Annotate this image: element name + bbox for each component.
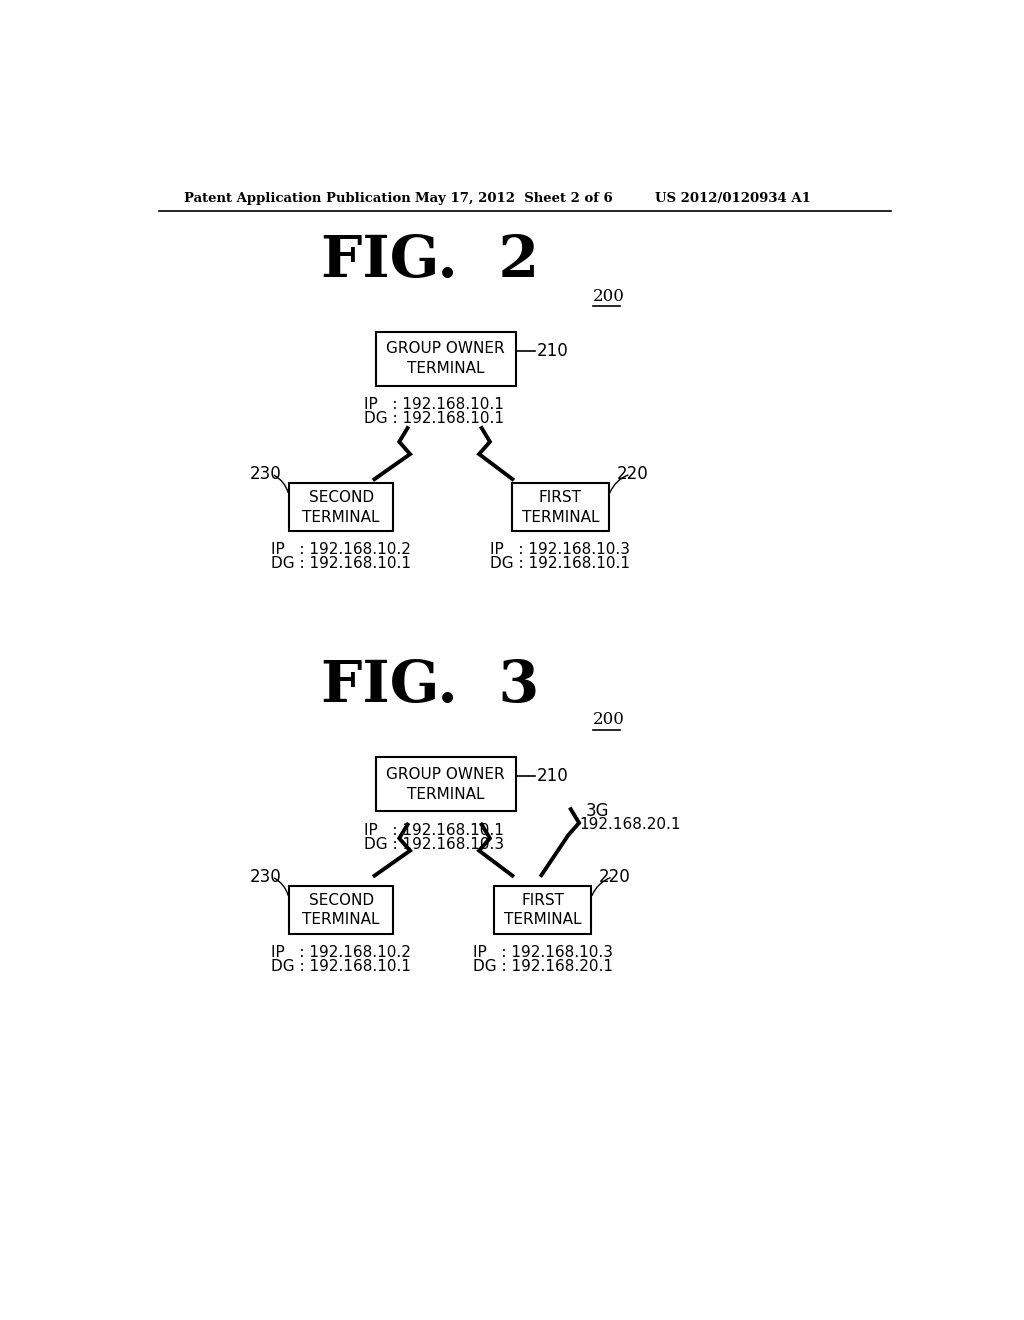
- Text: FIRST
TERMINAL: FIRST TERMINAL: [504, 892, 582, 928]
- Bar: [289, 886, 393, 933]
- Bar: [376, 758, 515, 812]
- Text: 230: 230: [250, 867, 282, 886]
- Text: DG : 192.168.10.1: DG : 192.168.10.1: [365, 411, 504, 426]
- Text: IP   : 192.168.10.3: IP : 192.168.10.3: [473, 945, 612, 960]
- Text: DG : 192.168.20.1: DG : 192.168.20.1: [473, 958, 612, 974]
- Text: DG : 192.168.10.3: DG : 192.168.10.3: [365, 837, 504, 851]
- Text: GROUP OWNER
TERMINAL: GROUP OWNER TERMINAL: [386, 767, 505, 801]
- Text: 3G: 3G: [586, 803, 608, 820]
- Text: 200: 200: [593, 288, 625, 305]
- Text: 200: 200: [593, 711, 625, 729]
- Bar: [495, 886, 591, 933]
- Text: DG : 192.168.10.1: DG : 192.168.10.1: [490, 556, 631, 572]
- Text: 210: 210: [537, 342, 568, 359]
- Text: 210: 210: [537, 767, 568, 785]
- Text: IP   : 192.168.10.2: IP : 192.168.10.2: [271, 945, 411, 960]
- Text: SECOND
TERMINAL: SECOND TERMINAL: [302, 892, 380, 928]
- Text: SECOND
TERMINAL: SECOND TERMINAL: [302, 490, 380, 524]
- Text: 230: 230: [250, 465, 282, 483]
- Text: IP   : 192.168.10.2: IP : 192.168.10.2: [271, 543, 411, 557]
- Text: DG : 192.168.10.1: DG : 192.168.10.1: [271, 556, 411, 572]
- Text: GROUP OWNER
TERMINAL: GROUP OWNER TERMINAL: [386, 341, 505, 376]
- Text: Patent Application Publication: Patent Application Publication: [183, 191, 411, 205]
- Text: 220: 220: [616, 465, 648, 483]
- Bar: [512, 483, 609, 531]
- Text: IP   : 192.168.10.1: IP : 192.168.10.1: [365, 397, 504, 412]
- Text: FIRST
TERMINAL: FIRST TERMINAL: [521, 490, 599, 524]
- Text: FIG.  3: FIG. 3: [322, 657, 540, 714]
- Bar: [376, 331, 515, 385]
- Text: 192.168.20.1: 192.168.20.1: [579, 817, 681, 832]
- Text: 220: 220: [599, 867, 631, 886]
- Text: DG : 192.168.10.1: DG : 192.168.10.1: [271, 958, 411, 974]
- Text: US 2012/0120934 A1: US 2012/0120934 A1: [655, 191, 811, 205]
- Text: FIG.  2: FIG. 2: [322, 232, 540, 289]
- Text: IP   : 192.168.10.1: IP : 192.168.10.1: [365, 824, 504, 838]
- Text: May 17, 2012  Sheet 2 of 6: May 17, 2012 Sheet 2 of 6: [415, 191, 612, 205]
- Bar: [289, 483, 393, 531]
- Text: IP   : 192.168.10.3: IP : 192.168.10.3: [490, 543, 631, 557]
